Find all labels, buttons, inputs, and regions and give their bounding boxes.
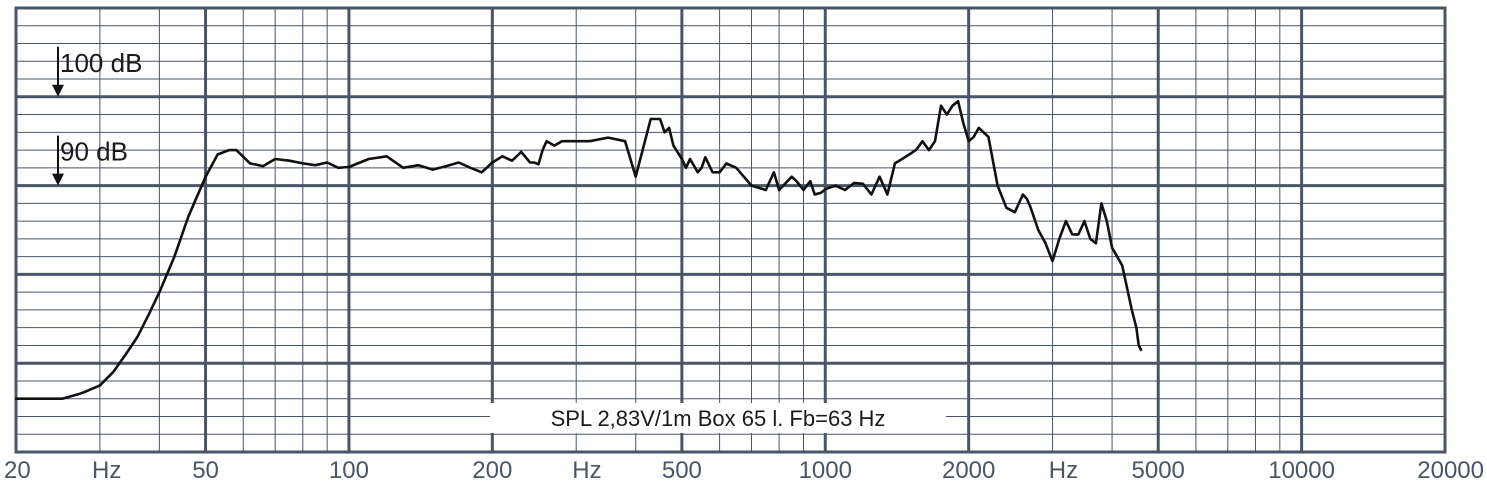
x-unit-label: Hz <box>1049 457 1078 484</box>
level-marker-label: 100 dB <box>60 48 142 78</box>
x-tick-label: 200 <box>472 457 512 484</box>
chart-caption-box: SPL 2,83V/1m Box 65 l. Fb=63 Hz <box>490 403 946 433</box>
x-tick-label: 10000 <box>1268 457 1335 484</box>
x-tick-label: 50 <box>192 457 219 484</box>
level-marker-label: 90 dB <box>60 137 128 167</box>
chart-caption: SPL 2,83V/1m Box 65 l. Fb=63 Hz <box>551 406 886 431</box>
x-tick-label: 2000 <box>942 457 995 484</box>
x-unit-label: Hz <box>92 457 121 484</box>
plot-frame <box>14 6 1447 454</box>
level-markers: 100 dB 90 dB <box>52 46 142 186</box>
x-tick-label: 20 <box>4 457 31 484</box>
x-tick-label: 100 <box>329 457 369 484</box>
x-tick-label: 500 <box>662 457 702 484</box>
level-marker-arrow-head <box>52 84 64 97</box>
level-marker-arrow-head <box>52 173 64 186</box>
x-unit-label: Hz <box>572 457 601 484</box>
level-marker: 100 dB <box>52 46 142 97</box>
x-tick-label: 5000 <box>1132 457 1185 484</box>
x-axis-labels: 20 50 100 200 500 1000 2000 5000 10000 20000 Hz Hz H… <box>4 457 1484 484</box>
x-tick-label: 20000 <box>1417 457 1484 484</box>
grid-layer <box>14 6 1447 454</box>
caption-background <box>490 403 946 433</box>
level-marker: 90 dB <box>52 135 128 186</box>
x-tick-label: 1000 <box>799 457 852 484</box>
spl-response-curve <box>14 99 1143 400</box>
curve-layer <box>14 99 1143 400</box>
